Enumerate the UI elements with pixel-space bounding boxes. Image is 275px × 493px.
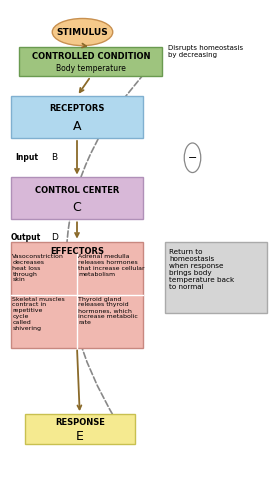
Text: RESPONSE: RESPONSE (55, 419, 105, 427)
FancyArrowPatch shape (66, 65, 152, 422)
Ellipse shape (52, 18, 113, 45)
Text: E: E (76, 430, 84, 443)
FancyBboxPatch shape (19, 47, 162, 76)
Text: EFFECTORS: EFFECTORS (50, 247, 104, 256)
FancyBboxPatch shape (11, 96, 143, 138)
Text: Output: Output (11, 233, 41, 242)
Text: STIMULUS: STIMULUS (57, 28, 108, 36)
Text: CONTROL CENTER: CONTROL CENTER (35, 185, 119, 195)
Text: Vasoconstriction
decreases
heat loss
through
skin: Vasoconstriction decreases heat loss thr… (12, 254, 64, 282)
Circle shape (184, 143, 201, 173)
Text: −: − (188, 153, 197, 163)
Text: Input: Input (15, 153, 38, 162)
Text: RECEPTORS: RECEPTORS (49, 104, 105, 113)
Text: Body temperature: Body temperature (56, 64, 126, 73)
Text: B: B (51, 153, 57, 162)
FancyBboxPatch shape (11, 177, 143, 219)
Text: CONTROLLED CONDITION: CONTROLLED CONDITION (32, 52, 150, 61)
FancyBboxPatch shape (165, 242, 267, 313)
Text: Adrenal medulla
releases hormones
that increase cellular
metabolism: Adrenal medulla releases hormones that i… (78, 254, 145, 277)
Text: C: C (73, 201, 81, 214)
Text: Disrupts homeostasis
by decreasing: Disrupts homeostasis by decreasing (168, 45, 243, 58)
FancyBboxPatch shape (25, 414, 135, 444)
Text: Skeletal muscles
contract in
repetitive
cycle
called
shivering: Skeletal muscles contract in repetitive … (12, 297, 65, 331)
Text: D: D (51, 233, 58, 242)
Text: A: A (73, 120, 81, 133)
Text: Thyroid gland
releases thyroid
hormones, which
increase metabolic
rate: Thyroid gland releases thyroid hormones,… (78, 297, 138, 325)
FancyBboxPatch shape (11, 242, 143, 348)
Text: Return to
homeostasis
when response
brings body
temperature back
to normal: Return to homeostasis when response brin… (169, 248, 234, 290)
